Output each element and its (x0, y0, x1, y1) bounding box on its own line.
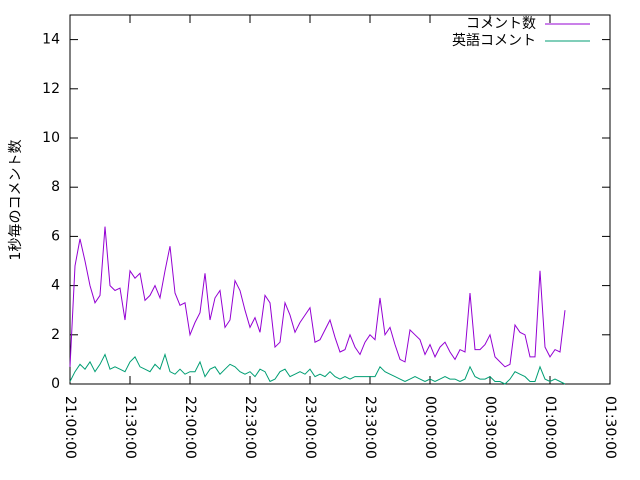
series-line (69, 226, 566, 368)
y-tick-label: 12 (42, 81, 60, 97)
x-tick-label: 23:30:00 (362, 396, 378, 459)
x-tick-label: 21:00:00 (62, 396, 78, 459)
x-tick-label: 00:30:00 (482, 396, 498, 459)
y-tick-label: 2 (51, 327, 60, 343)
y-tick-label: 6 (51, 228, 60, 244)
y-tick-label: 0 (51, 376, 60, 392)
x-tick-label: 21:30:00 (122, 396, 138, 459)
y-tick-label: 14 (42, 32, 60, 48)
plot-border (69, 14, 611, 385)
legend-label: コメント数 (466, 16, 536, 32)
x-tick-label: 22:30:00 (242, 396, 258, 459)
x-tick-label: 00:00:00 (422, 396, 438, 459)
x-tick-label: 22:00:00 (182, 396, 198, 459)
y-axis-label: 1秒毎のコメント数 (8, 140, 24, 261)
x-tick-label: 01:00:00 (542, 396, 558, 459)
y-tick-label: 10 (42, 130, 60, 146)
x-tick-label: 23:00:00 (302, 396, 318, 459)
x-tick-label: 01:30:00 (602, 396, 618, 459)
y-tick-label: 4 (51, 278, 60, 294)
y-tick-label: 8 (51, 179, 60, 195)
legend-label: 英語コメント (452, 32, 536, 49)
series-line (69, 352, 566, 385)
